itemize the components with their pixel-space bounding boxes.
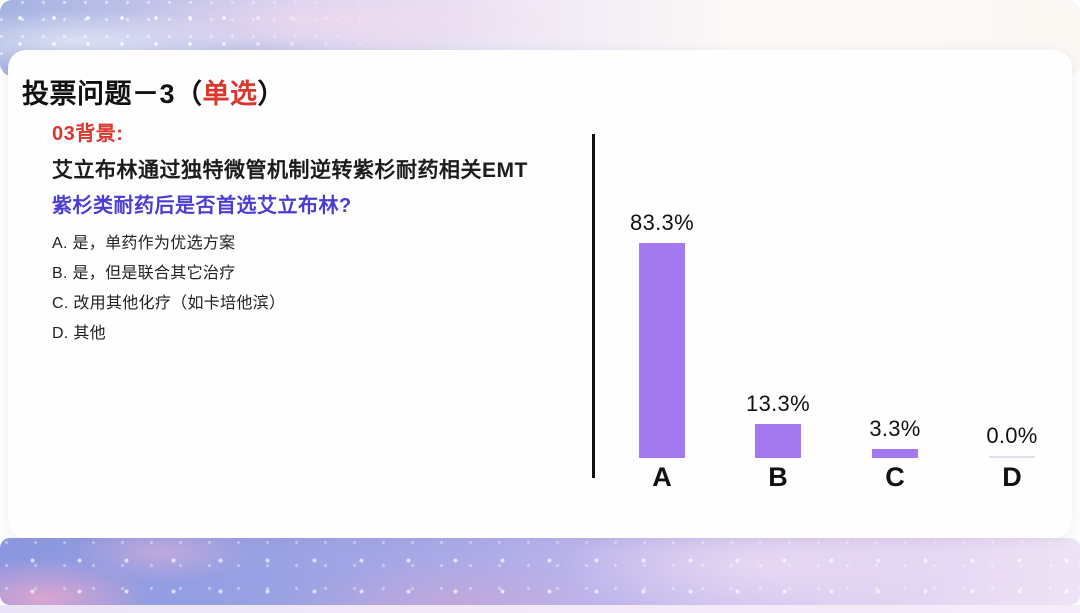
question-text: 紫杉类耐药后是否首选艾立布林? — [52, 195, 352, 217]
bar-fill — [872, 449, 918, 458]
bar-fill — [755, 424, 801, 458]
option-item-d: D. 其他 — [52, 325, 106, 342]
bar-group-c: 3.3% C — [837, 134, 953, 496]
option-item-c: C. 改用其他化疗（如卡培他滨） — [52, 295, 286, 312]
bar-group-a: 83.3% A — [604, 134, 720, 496]
bar-category-label: B — [768, 461, 788, 492]
poll-results-chart: 83.3% A 13.3% B 3.3% C 0.0% D — [592, 134, 1062, 496]
background-text: 艾立布林通过独特微管机制逆转紫杉耐药相关EMT — [52, 159, 528, 182]
bar-category-label: D — [1002, 461, 1022, 492]
bar-value-label: 83.3% — [630, 210, 694, 235]
section-label: 03背景: — [52, 123, 124, 145]
bar-value-label: 13.3% — [746, 391, 810, 416]
poll-title-suffix: ） — [257, 79, 286, 109]
poll-title-highlight: 单选 — [202, 79, 258, 109]
option-item-a: A. 是，单药作为优选方案 — [52, 235, 236, 252]
options-list: A. 是，单药作为优选方案 B. 是，但是联合其它治疗 C. 改用其他化疗（如卡… — [52, 229, 532, 349]
option-item-b: B. 是，但是联合其它治疗 — [52, 265, 236, 282]
y-axis-line — [592, 134, 595, 478]
bar-group-d: 0.0% D — [954, 134, 1070, 496]
bar-fill — [989, 456, 1035, 458]
bottom-edge-strip — [0, 605, 1080, 613]
bar-fill — [639, 243, 685, 458]
bar-group-b: 13.3% B — [720, 134, 836, 496]
poll-title-prefix: 投票问题－3（ — [22, 79, 203, 109]
bar-value-label: 0.0% — [986, 423, 1038, 448]
bar-category-label: A — [652, 461, 672, 492]
poll-title: 投票问题－3（单选） — [22, 72, 285, 111]
bar-value-label: 3.3% — [869, 416, 921, 441]
bottom-decorative-banner — [0, 538, 1080, 605]
bar-category-label: C — [885, 461, 905, 492]
